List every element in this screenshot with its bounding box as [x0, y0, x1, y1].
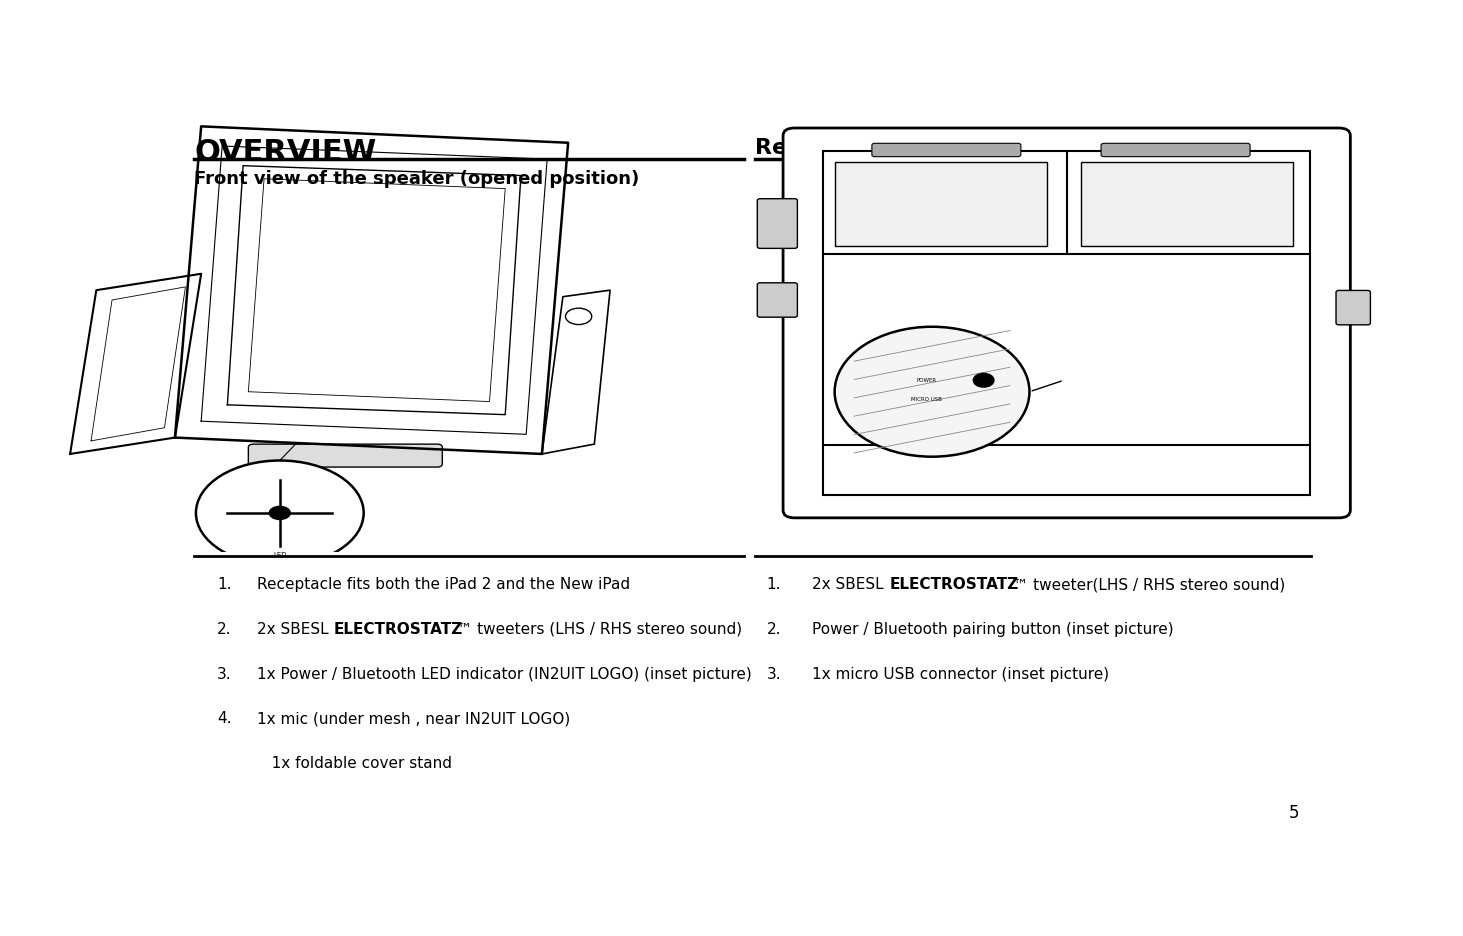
Circle shape [566, 308, 591, 325]
Circle shape [196, 461, 364, 565]
Text: 5: 5 [1289, 804, 1299, 822]
Text: 1x mic (under mesh , near IN2UIT LOGO): 1x mic (under mesh , near IN2UIT LOGO) [256, 711, 569, 726]
Text: Rear view of the speaker (closed position): Rear view of the speaker (closed positio… [755, 138, 1286, 157]
FancyBboxPatch shape [758, 283, 797, 317]
FancyBboxPatch shape [872, 143, 1021, 156]
Text: 2.: 2. [767, 622, 781, 636]
Text: 1.: 1. [767, 578, 781, 592]
Text: POWER: POWER [916, 378, 936, 383]
FancyBboxPatch shape [249, 445, 442, 467]
Text: ™ tweeter(LHS / RHS stereo sound): ™ tweeter(LHS / RHS stereo sound) [1012, 578, 1285, 592]
FancyBboxPatch shape [1102, 143, 1249, 156]
Text: ™ tweeters (LHS / RHS stereo sound): ™ tweeters (LHS / RHS stereo sound) [458, 622, 742, 636]
Text: Receptacle fits both the iPad 2 and the New iPad: Receptacle fits both the iPad 2 and the … [256, 578, 629, 592]
Text: 2x SBESL: 2x SBESL [812, 578, 888, 592]
Text: 3.: 3. [767, 666, 781, 681]
Text: OVERVIEW: OVERVIEW [195, 138, 376, 167]
Text: 2.: 2. [217, 622, 231, 636]
Text: 1x micro USB connector (inset picture): 1x micro USB connector (inset picture) [812, 666, 1109, 681]
Circle shape [973, 373, 993, 388]
Circle shape [834, 327, 1030, 457]
Text: ELECTROSTATZ: ELECTROSTATZ [890, 578, 1018, 592]
Text: Power / Bluetooth pairing button (inset picture): Power / Bluetooth pairing button (inset … [812, 622, 1173, 636]
FancyBboxPatch shape [1336, 290, 1371, 325]
FancyBboxPatch shape [824, 151, 1311, 495]
Text: 4.: 4. [217, 711, 231, 726]
FancyBboxPatch shape [783, 128, 1350, 518]
Text: 1.: 1. [217, 578, 231, 592]
FancyBboxPatch shape [758, 198, 797, 248]
Text: 1x Power / Bluetooth LED indicator (IN2UIT LOGO) (inset picture): 1x Power / Bluetooth LED indicator (IN2U… [256, 666, 752, 681]
Text: 2x SBESL: 2x SBESL [256, 622, 334, 636]
Circle shape [269, 506, 290, 519]
Text: ELECTROSTATZ: ELECTROSTATZ [334, 622, 462, 636]
Text: MICRO USB: MICRO USB [911, 397, 942, 402]
FancyBboxPatch shape [1081, 163, 1293, 246]
Text: Front view of the speaker (opened position): Front view of the speaker (opened positi… [195, 170, 639, 188]
Text: 1x foldable cover stand: 1x foldable cover stand [256, 756, 452, 771]
FancyBboxPatch shape [834, 163, 1046, 246]
Text: LED: LED [274, 552, 287, 558]
Text: 3.: 3. [217, 666, 231, 681]
